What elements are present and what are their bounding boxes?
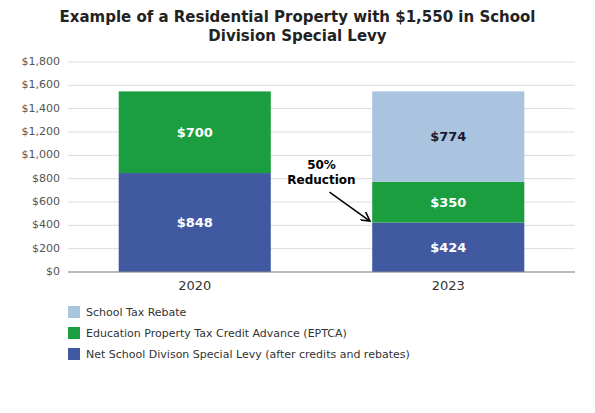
- x-axis-line: [68, 272, 575, 273]
- data-labels: $848 $424 $700 $350 $774: [177, 125, 467, 255]
- data-label: $424: [430, 240, 466, 255]
- x-tick-label: 2023: [432, 278, 465, 293]
- y-tick-label: $400: [32, 218, 60, 231]
- bars: [119, 91, 525, 272]
- y-tick-label: $1,400: [22, 102, 61, 115]
- data-label: $350: [430, 195, 466, 210]
- y-tick-label: $200: [32, 242, 60, 255]
- chart-title-line: Division Special Levy: [208, 27, 387, 45]
- annotation-arrow: [330, 192, 370, 220]
- chart-title: Example of a Residential Property with $…: [59, 8, 535, 45]
- legend-swatch: [68, 327, 80, 339]
- data-label: $774: [430, 129, 466, 144]
- grid-line: [68, 62, 575, 63]
- legend-label: Net School Divison Special Levy (after c…: [86, 348, 410, 361]
- y-tick-label: $800: [32, 172, 60, 185]
- bar-segment: [119, 91, 271, 92]
- bar-segment: [372, 223, 524, 272]
- annotation-line: 50%: [307, 158, 336, 172]
- x-tick-label: 2020: [178, 278, 211, 293]
- bar-segment: [119, 173, 271, 272]
- y-tick-label: $1,800: [22, 55, 61, 68]
- grid: [68, 62, 575, 272]
- grid-line: [68, 272, 575, 273]
- chart-svg: Example of a Residential Property with $…: [0, 0, 595, 413]
- grid-line: [68, 85, 575, 86]
- y-tick-label: $1,000: [22, 148, 61, 161]
- legend-swatch: [68, 348, 80, 360]
- bar-segment: [372, 182, 524, 223]
- chart-container: Example of a Residential Property with $…: [0, 0, 595, 413]
- y-axis: $0 $200 $400 $600 $800 $1,000 $1,200 $1,400 $1,6…: [22, 55, 61, 278]
- y-tick-label: $600: [32, 195, 60, 208]
- bar-segment: [372, 91, 524, 181]
- bar-segment: [119, 91, 271, 173]
- annotation-text: 50%Reduction: [287, 158, 355, 187]
- annotation-line: Reduction: [287, 173, 355, 187]
- legend: School Tax Rebate Education Property Tax …: [68, 306, 410, 361]
- x-axis: 2020 2023: [68, 272, 575, 293]
- legend-label: School Tax Rebate: [86, 306, 187, 319]
- y-tick-label: $0: [46, 265, 60, 278]
- legend-swatch: [68, 306, 80, 318]
- chart-title-line: Example of a Residential Property with $…: [59, 8, 535, 26]
- y-tick-label: $1,200: [22, 125, 61, 138]
- data-label: $700: [177, 125, 213, 140]
- legend-label: Education Property Tax Credit Advance (E…: [86, 327, 347, 340]
- y-tick-label: $1,600: [22, 78, 61, 91]
- annotation: 50%Reduction: [287, 158, 369, 220]
- data-label: $848: [177, 215, 213, 230]
